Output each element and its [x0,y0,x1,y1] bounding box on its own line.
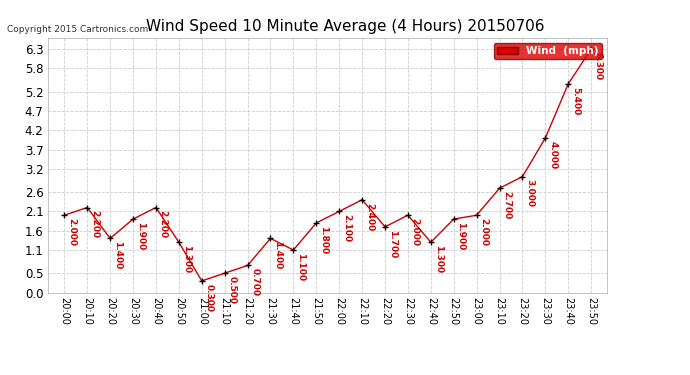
Text: 2.200: 2.200 [159,210,168,238]
Text: 1.700: 1.700 [388,230,397,258]
Text: 1.900: 1.900 [457,222,466,250]
Text: 1.300: 1.300 [181,245,190,273]
Text: 3.000: 3.000 [525,179,534,207]
Text: 1.100: 1.100 [296,253,305,281]
Text: Copyright 2015 Cartronics.com: Copyright 2015 Cartronics.com [7,25,148,34]
Text: 2.400: 2.400 [365,202,374,231]
Text: 1.400: 1.400 [113,241,122,269]
Text: 4.000: 4.000 [548,141,557,169]
Text: 0.700: 0.700 [250,268,259,296]
Text: Wind Speed 10 Minute Average (4 Hours) 20150706: Wind Speed 10 Minute Average (4 Hours) 2… [146,19,544,34]
Legend: Wind  (mph): Wind (mph) [494,43,602,59]
Text: 2.000: 2.000 [480,218,489,246]
Text: 1.400: 1.400 [273,241,282,269]
Text: 6.300: 6.300 [594,52,603,80]
Text: 1.900: 1.900 [136,222,145,250]
Text: 0.300: 0.300 [204,284,213,312]
Text: 0.500: 0.500 [228,276,237,304]
Text: 2.700: 2.700 [502,191,511,219]
Text: 2.000: 2.000 [411,218,420,246]
Text: 5.400: 5.400 [571,87,580,115]
Text: 2.000: 2.000 [67,218,76,246]
Text: 1.800: 1.800 [319,226,328,254]
Text: 1.300: 1.300 [433,245,442,273]
Text: 2.200: 2.200 [90,210,99,238]
Text: 2.100: 2.100 [342,214,351,242]
